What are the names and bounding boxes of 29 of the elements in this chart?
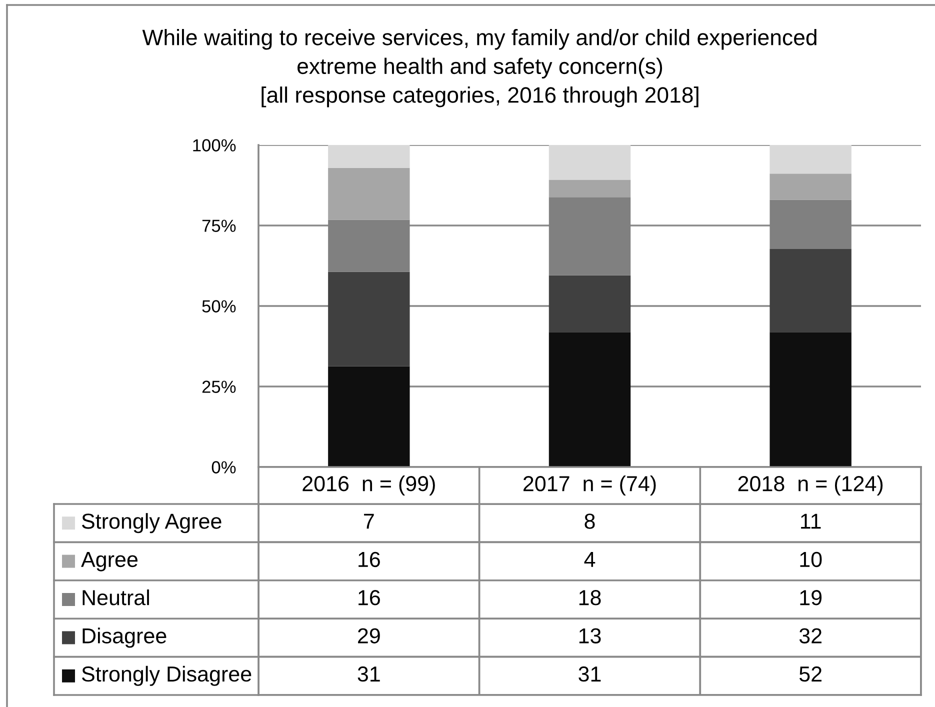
legend-label: Neutral	[82, 589, 149, 606]
data-label: 31	[358, 666, 380, 682]
data-label: 16	[358, 590, 380, 606]
data-label: 52	[799, 666, 822, 682]
data-label: 4	[584, 552, 596, 567]
legend-label: Strongly Agree	[82, 513, 222, 534]
x-tick-label: 2016 n = (99)	[302, 475, 435, 496]
data-label: 18	[579, 590, 601, 606]
x-tick-label: 2017 n = (74)	[524, 475, 656, 496]
y-tick-label: 50%	[202, 300, 236, 312]
data-label: 7	[364, 514, 374, 529]
y-tick-label: 0%	[212, 461, 236, 474]
x-tick-label: 2018 n = (124)	[738, 475, 883, 496]
data-label: 32	[799, 628, 822, 644]
data-label: 8	[584, 514, 595, 529]
data-label: 13	[579, 628, 601, 644]
data-label: 31	[578, 666, 601, 682]
legend-label: Disagree	[82, 628, 166, 648]
data-label: 16	[358, 552, 380, 568]
data-label: 19	[800, 590, 822, 606]
y-tick-label: 25%	[202, 380, 236, 393]
y-tick-label: 100%	[193, 139, 236, 152]
data-label: 10	[800, 552, 822, 568]
legend-label: Agree	[81, 552, 138, 572]
legend-label: Strongly Disagree	[82, 666, 252, 686]
data-label: 29	[358, 628, 380, 644]
y-tick-label: 75%	[202, 220, 236, 232]
chart-title: While waiting to receive services, my family and/or child experienced extreme health and safety concern(s) [all response categories, 2016 through 2018]	[142, 29, 816, 108]
data-label: 11	[801, 514, 821, 529]
